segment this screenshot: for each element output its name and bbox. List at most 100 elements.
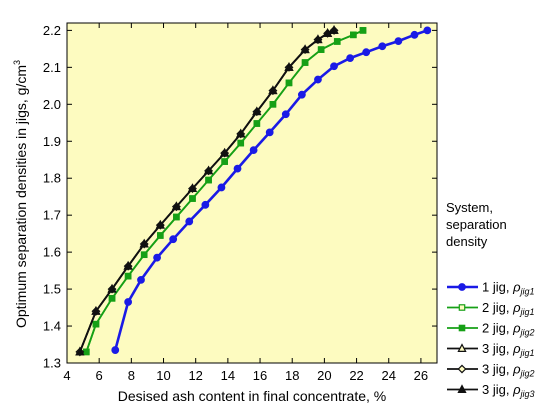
data-point [457, 343, 467, 352]
data-point [249, 146, 258, 155]
data-point [265, 128, 274, 137]
legend-item: 2 jig, ρjig2 [447, 321, 535, 338]
series-1 [111, 26, 432, 354]
data-point [220, 147, 230, 157]
data-point [300, 44, 310, 54]
data-point [457, 364, 467, 374]
legend-label: 3 jig, ρjig1 [482, 341, 535, 358]
data-point [185, 217, 194, 226]
x-tick-label: 22 [349, 368, 363, 383]
data-point [155, 219, 165, 229]
series-6 [75, 25, 339, 356]
legend-label-sub: jig2 [520, 328, 535, 338]
data-point [173, 213, 180, 221]
legend-label-sub: jig1 [520, 307, 535, 317]
data-point [253, 120, 261, 127]
data-point [124, 298, 133, 306]
legend-label-text: 2 jig, [482, 321, 513, 336]
legend-label-rho: ρ [512, 300, 521, 315]
x-tick-label: 12 [188, 368, 202, 383]
data-point [137, 275, 145, 284]
data-point [221, 158, 228, 165]
data-point [83, 348, 90, 356]
data-point [217, 183, 226, 192]
legend-label-sub: jig1 [520, 287, 535, 297]
data-point [458, 304, 466, 311]
legend-item: 3 jig, ρjig2 [447, 362, 535, 379]
legend-label-rho: ρ [512, 362, 521, 377]
legend-item: 3 jig, ρjig3 [447, 382, 535, 399]
data-point [323, 28, 333, 37]
data-point [123, 260, 133, 270]
x-tick-label: 8 [128, 368, 135, 383]
data-point [330, 62, 338, 71]
y-tick-label: 2.0 [43, 97, 61, 112]
y-tick-label: 2.1 [43, 60, 61, 75]
data-point [91, 306, 101, 315]
x-tick-label: 6 [96, 368, 103, 383]
data-point [281, 110, 290, 119]
legend-item: 3 jig, ρjig1 [447, 341, 535, 358]
data-point [362, 48, 371, 57]
data-point [457, 384, 467, 393]
data-point [285, 79, 293, 87]
data-point [458, 283, 466, 291]
data-point [139, 238, 149, 248]
legend-label-sub: jig2 [520, 369, 535, 379]
x-tick-label: 16 [253, 368, 267, 383]
x-tick-label: 20 [317, 368, 331, 383]
x-tick-label: 18 [285, 368, 299, 383]
data-point [350, 31, 357, 39]
legend-label-text: 2 jig, [482, 300, 513, 315]
data-point [313, 34, 323, 44]
y-axis: 1.3 1.4 1.5 1.6 1.7 1.8 1.9 2.0 2.1 2.2 [43, 23, 437, 371]
data-point [346, 54, 355, 63]
data-point [169, 235, 178, 244]
x-tick-label: 4 [63, 368, 70, 383]
legend-label: 3 jig, ρjig3 [482, 382, 535, 399]
data-point [236, 128, 246, 138]
data-point [92, 320, 100, 328]
legend-label-text: 3 jig, [482, 362, 513, 377]
y-tick-label: 2.2 [43, 23, 61, 38]
series-layer [75, 25, 432, 357]
legend-label: 3 jig, ρjig2 [482, 362, 535, 379]
legend-label-rho: ρ [512, 382, 521, 397]
series-line [79, 29, 335, 353]
legend-title-line-2: separation [446, 217, 507, 232]
data-point [423, 26, 432, 35]
legend-title-line-1: System, [446, 200, 493, 215]
x-axis-title: Desised ash content in final concentrate… [118, 388, 387, 404]
data-point [124, 272, 132, 280]
data-point [329, 25, 339, 34]
data-point [252, 106, 262, 116]
legend-label-text: 1 jig, [482, 280, 513, 295]
y-axis-title: Optimum separation densities in jigs, g/… [12, 60, 29, 328]
data-point [410, 30, 419, 39]
data-point [205, 176, 212, 184]
legend-item: 2 jig, ρjig1 [447, 300, 535, 317]
data-point [140, 251, 148, 259]
data-point [301, 59, 309, 66]
legend-item: 1 jig, ρjig1 [447, 280, 535, 297]
data-point [458, 324, 466, 332]
y-axis-title-superscript: 3 [12, 60, 22, 65]
legend-label-text: 3 jig, [482, 382, 513, 397]
y-tick-label: 1.9 [43, 134, 61, 149]
data-point [203, 165, 214, 175]
data-point [284, 62, 294, 71]
data-point [269, 101, 277, 108]
y-axis-title-text: Optimum separation densities in jigs, g/… [13, 65, 29, 328]
data-point [317, 46, 325, 53]
x-tick-label: 24 [382, 368, 396, 383]
x-tick-label: 10 [156, 368, 170, 383]
data-point [108, 295, 116, 302]
y-tick-label: 1.6 [43, 245, 61, 260]
x-axis: 4 6 8 10 12 14 16 18 20 22 24 26 [63, 23, 428, 383]
data-point [314, 75, 322, 84]
data-point [187, 183, 198, 193]
legend-label: 2 jig, ρjig2 [482, 321, 535, 338]
data-point [153, 253, 161, 262]
legend-label-sub: jig1 [520, 348, 535, 358]
